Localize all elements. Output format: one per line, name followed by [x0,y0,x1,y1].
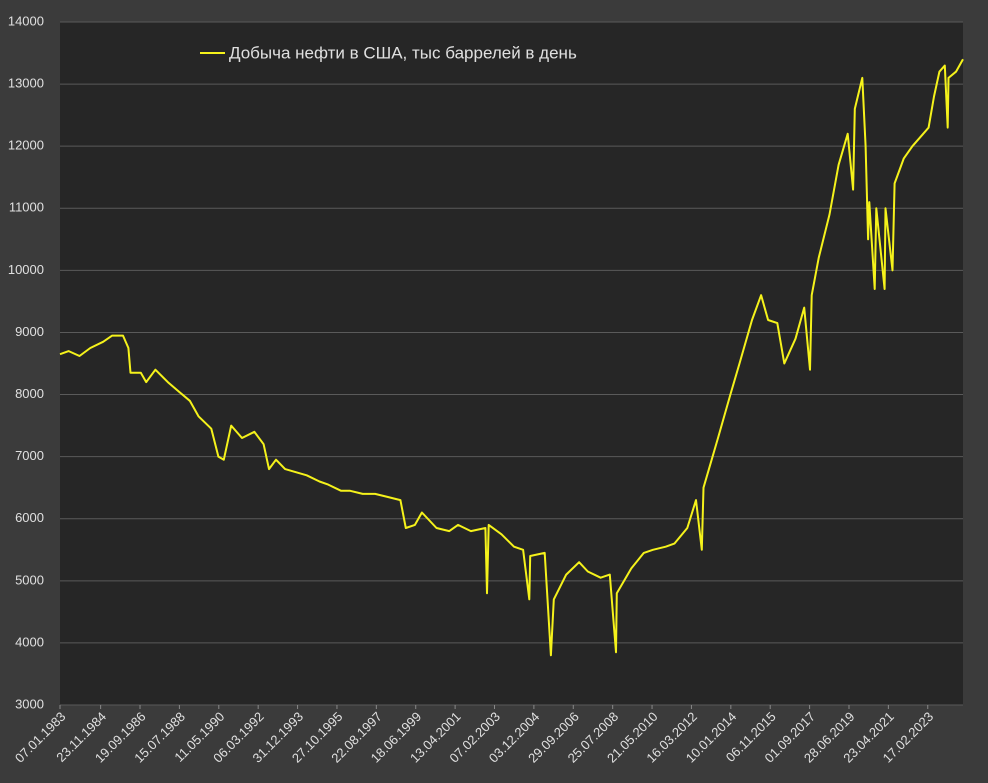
y-tick-label: 5000 [15,572,44,587]
y-tick-label: 14000 [8,13,44,28]
y-tick-label: 7000 [15,448,44,463]
y-tick-label: 4000 [15,634,44,649]
line [59,58,964,657]
y-tick-label: 10000 [8,262,44,277]
plot-area [60,22,963,705]
y-tick-label: 6000 [15,510,44,525]
y-tick-label: 3000 [15,696,44,711]
y-tick-label: 11000 [9,200,44,215]
y-tick-label: 8000 [15,386,44,401]
y-tick-label: 13000 [8,76,44,91]
y-tick-label: 12000 [8,138,44,153]
y-tick-label: 9000 [15,324,44,339]
legend-label: Добыча нефти в США, тыс баррелей в день [229,43,577,62]
